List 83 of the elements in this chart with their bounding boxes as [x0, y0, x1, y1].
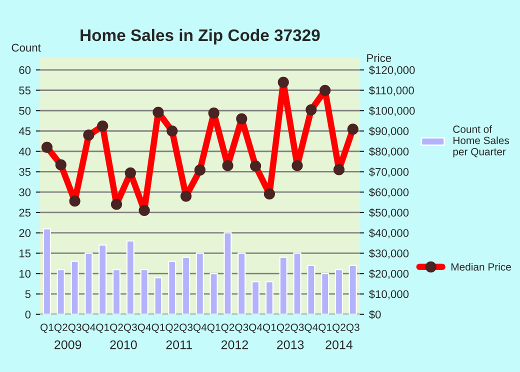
- bar: [126, 240, 134, 314]
- y2-tick-label: $60,000: [368, 188, 409, 198]
- y2-tick-label: $100,000: [368, 106, 415, 116]
- y-tick-label: 40: [18, 148, 31, 156]
- y-tick-label: 45: [18, 127, 31, 136]
- x-tick-label: Q4: [193, 324, 207, 333]
- chart-title: Home Sales in Zip Code 37329: [80, 28, 320, 44]
- text: 2009: [54, 340, 82, 350]
- legend-label: Median Price: [451, 262, 511, 271]
- bar: [252, 281, 260, 314]
- bar: [224, 232, 232, 314]
- bar: [42, 228, 52, 314]
- legend-label: Count of Home Sales per Quarter: [453, 125, 510, 158]
- x-tick-label: Q1: [152, 324, 165, 333]
- x-tick-label: Q2: [221, 324, 234, 333]
- y-tick-label: 0: [25, 310, 31, 318]
- bar: [196, 252, 204, 314]
- x-tick-label: Q1: [40, 324, 54, 333]
- y-tick-label: 35: [19, 168, 31, 176]
- text: 2013: [277, 340, 304, 350]
- y2-tick-label: $80,000: [368, 147, 409, 157]
- text: 2014: [326, 340, 353, 350]
- x-tick-label: Q4: [138, 324, 151, 333]
- text: 2012: [221, 340, 248, 350]
- y-tick-label: 20: [19, 229, 31, 237]
- y2-tick-label: $10,000: [368, 290, 409, 300]
- bar: [348, 264, 357, 314]
- x-tick-label: Q2: [276, 324, 290, 333]
- y-tick-label: 15: [20, 250, 31, 258]
- y2-tick-label: $40,000: [368, 228, 409, 238]
- bar: [154, 277, 162, 314]
- x-tick-label: Q4: [304, 324, 318, 333]
- x-tick-label: Q1: [318, 324, 332, 333]
- y2-tick-label: $90,000: [368, 126, 409, 136]
- x-tick-label: Q3: [346, 324, 360, 333]
- y-tick-label: 50: [19, 106, 31, 115]
- bar: [140, 268, 148, 314]
- text: 2011: [166, 340, 192, 350]
- x-tick-label: Q3: [68, 324, 82, 333]
- x-tick-label: Q1: [207, 324, 220, 333]
- y-tick-label: 55: [19, 86, 31, 94]
- bar: [334, 268, 344, 314]
- x-tick-label: Q2: [166, 324, 179, 333]
- y-tick-label: 25: [19, 208, 31, 217]
- y2-axis-title: Price: [367, 54, 392, 62]
- y-tick-label: 30: [19, 188, 31, 196]
- x-tick-label: Q3: [124, 324, 137, 333]
- text: 2010: [110, 340, 137, 350]
- y2-tick-label: $120,000: [368, 66, 415, 76]
- x-tick-label: Q2: [54, 324, 68, 333]
- bar: [56, 268, 65, 314]
- x-tick-label: Q1: [96, 324, 110, 333]
- bar: [182, 256, 190, 314]
- x-tick-label: Q3: [180, 324, 193, 333]
- y2-tick-label: $30,000: [368, 249, 409, 259]
- bar: [70, 260, 79, 314]
- bar: [168, 260, 176, 314]
- bar: [279, 256, 288, 314]
- bar: [84, 252, 93, 314]
- y2-tick-label: $110,000: [368, 86, 414, 96]
- y2-tick-label: $50,000: [368, 208, 409, 218]
- bar: [210, 273, 218, 314]
- x-tick-label: Q2: [332, 324, 346, 333]
- bar: [238, 252, 246, 314]
- bar: [293, 252, 302, 314]
- x-tick-label: Q4: [249, 324, 262, 333]
- x-tick-label: Q3: [235, 324, 248, 333]
- y2-tick-label: $0: [368, 310, 381, 320]
- bar: [98, 244, 107, 314]
- y-tick-label: 5: [25, 290, 31, 298]
- y-tick-label: 10: [20, 270, 31, 278]
- y-axis-title: Count: [12, 44, 41, 52]
- x-tick-label: Q1: [263, 324, 276, 333]
- y2-tick-label: $20,000: [368, 269, 409, 280]
- x-tick-label: Q2: [110, 324, 123, 333]
- x-tick-label: Q3: [290, 324, 304, 333]
- bar: [307, 264, 316, 314]
- y2-tick-label: $70,000: [368, 168, 409, 178]
- y-tick-label: 60: [19, 66, 31, 74]
- bar: [265, 281, 274, 314]
- bar: [321, 273, 330, 314]
- x-tick-label: Q4: [82, 324, 96, 333]
- bar: [112, 268, 121, 314]
